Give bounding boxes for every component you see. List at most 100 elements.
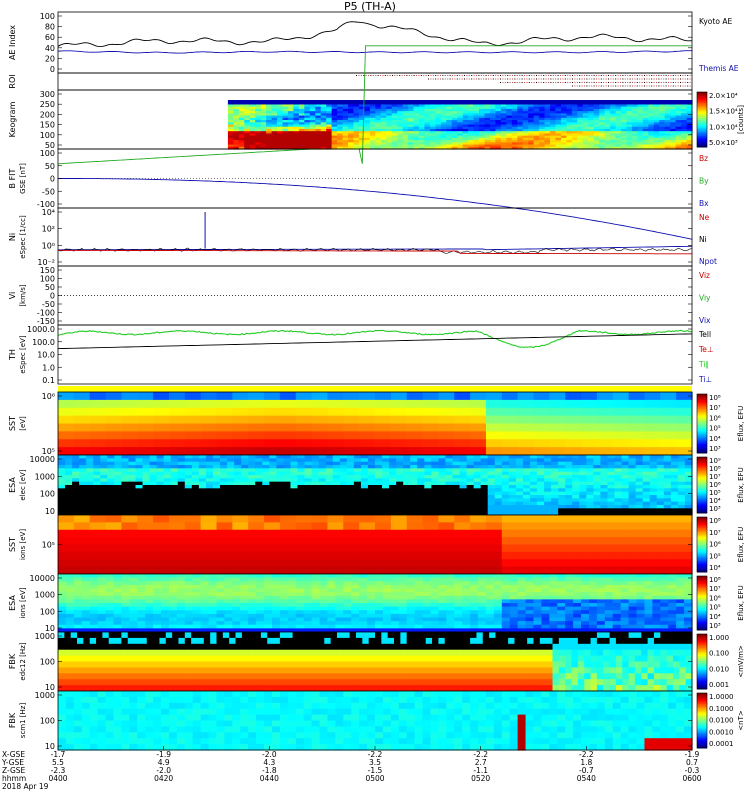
heatmap-cell	[137, 400, 153, 408]
heatmap-cell	[660, 522, 676, 530]
colorbar-tick: 10⁴	[709, 497, 721, 505]
heatmap-cell	[565, 530, 581, 538]
heatmap-cell	[312, 522, 328, 530]
heatmap-cell	[502, 392, 518, 400]
heatmap-cell	[312, 537, 328, 545]
heatmap-cell	[581, 515, 597, 523]
y-axis-label: Keogram	[8, 101, 17, 137]
roi-mark	[493, 75, 494, 76]
roi-mark	[690, 86, 691, 87]
heatmap-cell	[296, 537, 312, 545]
heatmap-cell	[217, 522, 233, 530]
heatmap-cell	[201, 522, 217, 530]
heatmap-cell	[232, 530, 248, 538]
heatmap-cell	[502, 530, 518, 538]
heatmap-cell	[470, 530, 486, 538]
heatmap-cell	[98, 589, 107, 593]
heatmap-cell	[106, 614, 115, 618]
heatmap-cell	[343, 400, 359, 408]
heatmap-cell	[113, 578, 122, 582]
heatmap-cell	[185, 408, 201, 416]
heatmap-cell	[660, 447, 676, 455]
roi-mark	[613, 82, 614, 83]
heatmap-cell	[644, 431, 660, 439]
heatmap-cell	[534, 400, 550, 408]
heatmap-cell	[232, 545, 248, 553]
heatmap-cell	[169, 567, 185, 575]
heatmap-cell	[454, 530, 470, 538]
heatmap-cell	[90, 589, 99, 593]
heatmap-cell	[153, 447, 169, 455]
heatmap-cell	[58, 545, 74, 553]
heatmap-cell	[58, 589, 67, 593]
roi-mark	[450, 79, 451, 80]
roi-mark	[630, 79, 631, 80]
heatmap-cell	[613, 392, 629, 400]
roi-mark	[483, 75, 484, 76]
heatmap-cell	[502, 515, 518, 523]
series-line-ne	[58, 250, 692, 254]
heatmap-cell	[58, 530, 74, 538]
heatmap-cell	[660, 515, 676, 523]
roi-mark	[500, 75, 501, 76]
heatmap-cell	[549, 408, 565, 416]
heatmap-cell	[359, 559, 375, 567]
sst-ion-heatmap	[58, 515, 693, 575]
heatmap-cell	[438, 567, 454, 575]
heatmap-cell	[232, 567, 248, 575]
heatmap-cell	[137, 416, 153, 424]
roi-mark	[615, 79, 616, 80]
heatmap-cell	[565, 559, 581, 567]
roi-mark	[567, 75, 568, 76]
heatmap-cell	[486, 424, 502, 432]
roi-mark	[486, 75, 487, 76]
heatmap-cell	[74, 400, 90, 408]
heatmap-cell	[629, 530, 645, 538]
heatmap-cell	[391, 416, 407, 424]
roi-mark	[464, 75, 465, 76]
heatmap-cell	[407, 431, 423, 439]
heatmap-cell	[502, 424, 518, 432]
roi-mark	[512, 75, 513, 76]
y-tick-label: -50	[42, 187, 55, 196]
heatmap-cell	[549, 545, 565, 553]
roi-mark	[666, 82, 667, 83]
roi-mark	[630, 75, 631, 76]
heatmap-cell	[264, 424, 280, 432]
heatmap-cell	[90, 545, 106, 553]
heatmap-cell	[106, 545, 122, 553]
heatmap-cell	[312, 552, 328, 560]
heatmap-cell	[470, 416, 486, 424]
heatmap-cell	[185, 392, 201, 400]
y-axis-unit: elec [eV]	[19, 469, 27, 500]
heatmap-cell	[660, 431, 676, 439]
heatmap-cell	[66, 607, 75, 611]
y-tick-label: 10⁴	[42, 208, 55, 217]
heatmap-cell	[106, 621, 115, 625]
heatmap-cell	[597, 431, 613, 439]
heatmap-cell	[98, 596, 107, 600]
panel-frame	[58, 12, 692, 73]
roi-mark	[512, 79, 513, 80]
heatmap-cell	[58, 621, 67, 625]
heatmap-cell	[106, 447, 122, 455]
roi-mark	[673, 79, 674, 80]
roi-mark	[610, 82, 611, 83]
heatmap-cell	[343, 439, 359, 447]
heatmap-cell	[407, 400, 423, 408]
heatmap-cell	[185, 530, 201, 538]
heatmap-cell	[185, 400, 201, 408]
heatmap-cell	[312, 408, 328, 416]
y-tick-label: 100	[40, 12, 55, 21]
colorbar-tick: 10⁶	[709, 414, 721, 422]
heatmap-cell	[153, 424, 169, 432]
heatmap-cell	[676, 515, 692, 523]
roi-mark	[658, 86, 659, 87]
heatmap-cell	[90, 408, 106, 416]
heatmap-cell	[359, 400, 375, 408]
y-tick-label: 40	[45, 44, 55, 53]
heatmap-cell	[280, 559, 296, 567]
roi-mark	[618, 79, 619, 80]
roi-mark	[661, 82, 662, 83]
roi-mark	[625, 79, 626, 80]
